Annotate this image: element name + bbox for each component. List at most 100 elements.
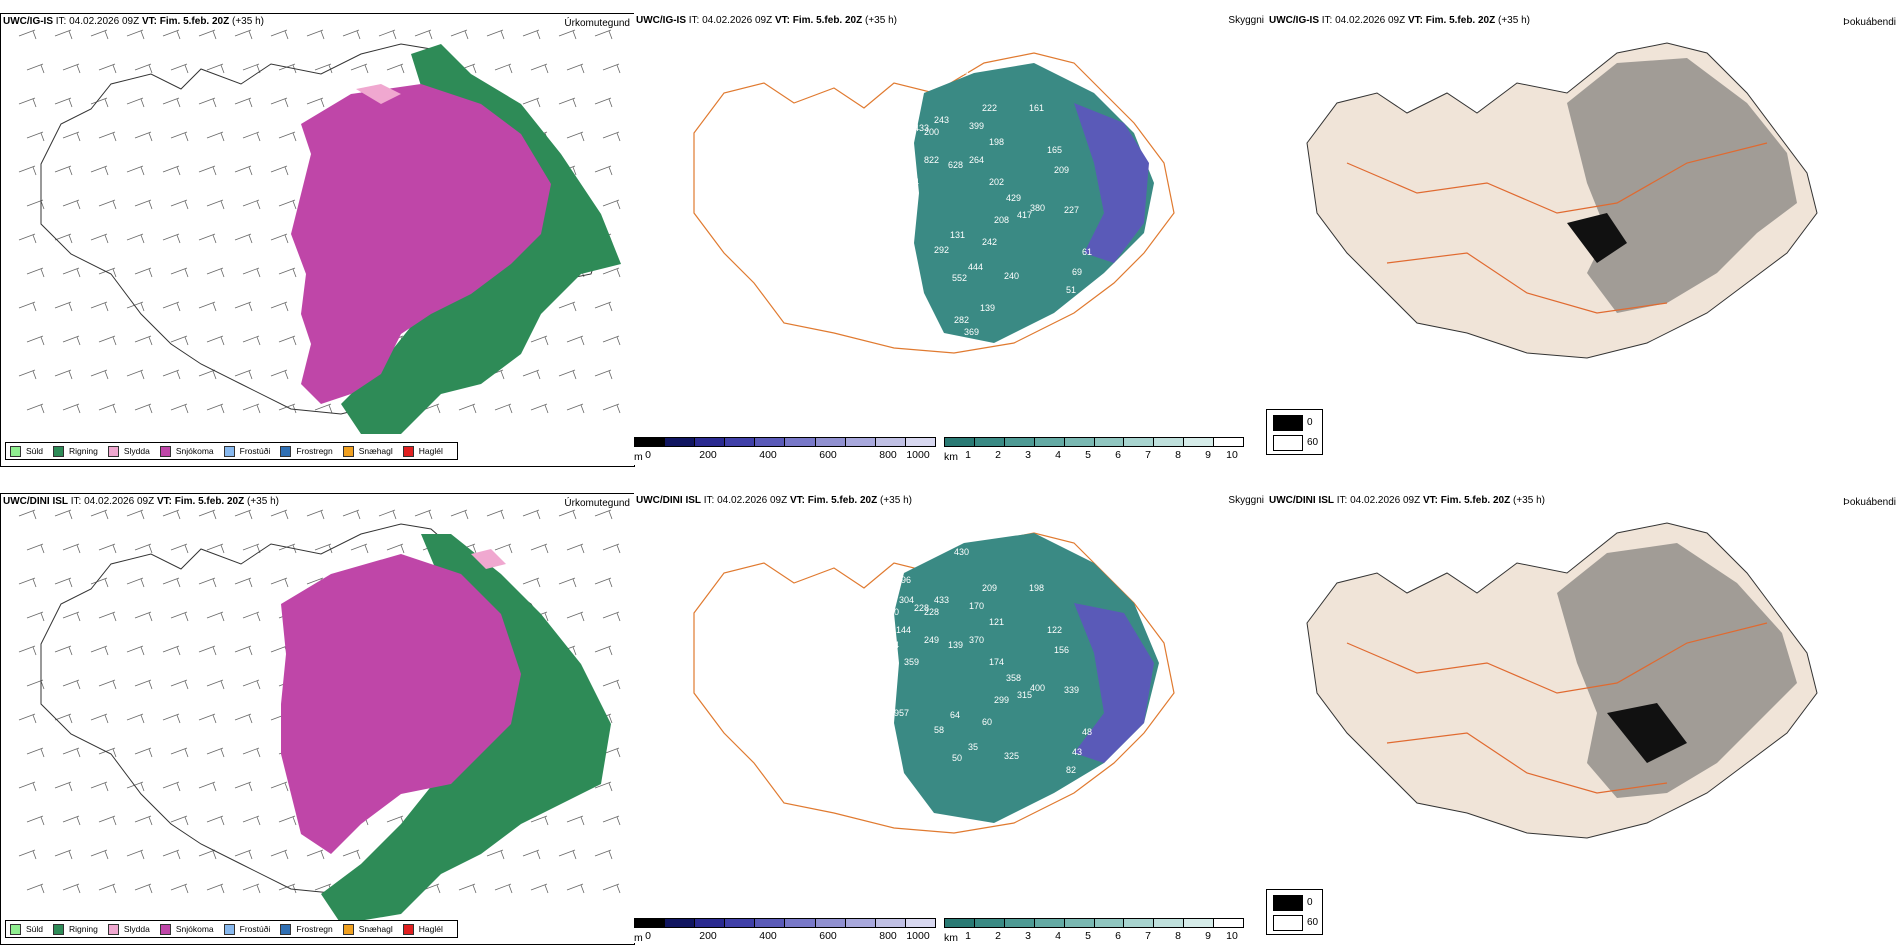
wind-barb [54,577,73,588]
wind-barb [278,815,297,826]
wind-barb [198,849,217,860]
fog-legend-black [1273,415,1303,431]
wind-barb [98,883,117,894]
it-value: 04.02.2026 09Z [84,496,155,507]
wind-barb [558,97,577,108]
peak-label: 202 [989,177,1004,187]
legend-label: Slydda [123,446,150,456]
visibility-unit: km [944,451,958,463]
visibility-scale: km 1 2 3 4 5 6 7 8 9 10 [944,437,1244,463]
wind-barb [170,131,189,142]
wind-barb [234,369,253,380]
wind-barb [54,645,73,656]
wind-barb [98,543,117,554]
lead-time: (+35 h) [865,15,897,26]
wind-barb [26,131,45,142]
wind-barb [206,335,225,346]
wind-barb [18,97,37,108]
fog-map [1306,522,1818,839]
wind-barb [198,233,217,244]
wind-barb [26,267,45,278]
wind-barb [342,849,361,860]
wind-barb [198,781,217,792]
legend-item: Snæhagl [342,445,393,457]
legend-item: Rigning [53,923,98,935]
wind-barb [242,131,261,142]
legend-item: Frostregn [280,923,333,935]
wind-barb [234,233,253,244]
peak-label: 296 [896,575,911,585]
tick-label: 6 [1115,449,1121,461]
it-value: 04.02.2026 09Z [1335,15,1406,26]
it-value: 04.02.2026 09Z [69,16,140,27]
legend-swatch [10,445,21,457]
wind-barb [134,267,153,278]
legend-item: Snjókoma [159,923,214,935]
legend-swatch [107,445,119,457]
peak-label: 313 [872,239,887,249]
wind-barb [594,97,613,108]
wind-barb [162,577,181,588]
tick-label: 2 [995,449,1001,461]
wind-barb [206,63,225,74]
peak-label: 287 [859,85,874,95]
ceiling-ticks: 0 200 400 600 800 1000 [634,928,936,942]
wind-barb [566,403,585,414]
panel-header: UWC/IG-IS IT: 04.02.2026 09Z VT: Fim. 5.… [3,16,264,27]
tick-label: 10 [1226,449,1238,461]
wind-barb [26,63,45,74]
legend-item: Haglél [402,923,443,935]
wind-barb [242,611,261,622]
peak-label: 400 [1030,683,1045,693]
ceiling-ticks: 0 200 400 600 800 1000 [634,447,936,461]
wind-barb [98,63,117,74]
wind-barb [134,131,153,142]
tick-label: 800 [879,930,897,942]
wind-barb [98,815,117,826]
wind-barb [602,403,621,414]
wind-barb [98,199,117,210]
wind-barb [458,403,477,414]
legend-label: Snjókoma [175,446,214,456]
peak-label: 957 [894,708,909,718]
wind-barb [170,543,189,554]
tick-label: 400 [759,449,777,461]
ceiling-scale: m 0 200 400 600 800 1000 [634,918,936,943]
wind-barb [314,63,333,74]
panel-title: Úrkomutegund [564,498,630,509]
legend-swatch [280,445,292,457]
peak-label: 60 [982,717,992,727]
wind-barb [558,29,577,40]
wind-barb [530,883,549,894]
vt-value: Fim. 5.feb. 20Z [807,495,878,506]
wind-barb [26,611,45,622]
wind-barb [206,403,225,414]
tick-label: 5 [1085,449,1091,461]
peak-label: 433 [914,123,929,133]
peak-label: 300 [884,127,899,137]
peak-label: 69 [1072,267,1082,277]
wind-barb [242,883,261,894]
wind-barb [162,233,181,244]
wind-barb [62,611,81,622]
legend-item: Snæhagl [342,923,393,935]
it-value: 04.02.2026 09Z [717,495,788,506]
wind-barb [90,849,109,860]
vt-label: VT: [156,496,172,507]
wind-barb [234,509,253,520]
fog-legend-top-label: 0 [1307,897,1313,908]
visibility-panel-bottom: 131 430 436 296 198 209 304 433 228 170 121 122 370 2… [634,493,1266,943]
wind-barb [198,577,217,588]
model-name: UWC/IG-IS [636,15,686,26]
legend-label: Frostregn [296,924,333,934]
ceiling-scale-cells [634,437,936,447]
tick-label: 3 [1025,449,1031,461]
panel-header: UWC/DINI ISL IT: 04.02.2026 09Z VT: Fim.… [1269,495,1545,506]
wind-barb [494,543,513,554]
wind-barb [234,301,253,312]
wind-barb [62,199,81,210]
wind-barb [54,369,73,380]
wind-barb [90,29,109,40]
wind-barb [26,403,45,414]
peak-label: 124 [884,640,899,650]
